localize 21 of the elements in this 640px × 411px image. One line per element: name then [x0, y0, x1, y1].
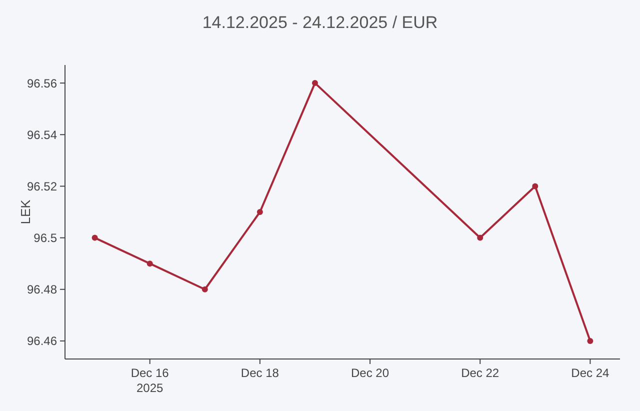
- x-tick-label: Dec 20: [351, 366, 390, 380]
- y-tick-label: 96.52: [26, 179, 58, 194]
- point: [587, 338, 594, 344]
- x-tick-label: Dec 24: [571, 366, 610, 380]
- chart-title: 14.12.2025 - 24.12.2025 / EUR: [202, 13, 438, 32]
- point: [202, 286, 208, 292]
- y-tick-label: 96.46: [26, 334, 58, 348]
- point: [477, 234, 484, 241]
- point: [312, 80, 318, 86]
- x-tick-label: Dec 16 2025: [130, 366, 170, 395]
- y-tick-label: 96.5: [34, 230, 58, 245]
- y-axis-title: LEK: [18, 199, 33, 224]
- y-tick-label: 96.56: [26, 76, 58, 90]
- x-tick-label: Dec 18: [240, 366, 280, 380]
- y-tick-label: 96.54: [26, 128, 58, 142]
- point: [92, 234, 98, 241]
- y-tick-label: 96.48: [26, 282, 58, 297]
- point: [146, 260, 153, 267]
- point: [256, 209, 263, 215]
- x-tick-label: Dec 22: [461, 366, 500, 380]
- point: [532, 183, 538, 190]
